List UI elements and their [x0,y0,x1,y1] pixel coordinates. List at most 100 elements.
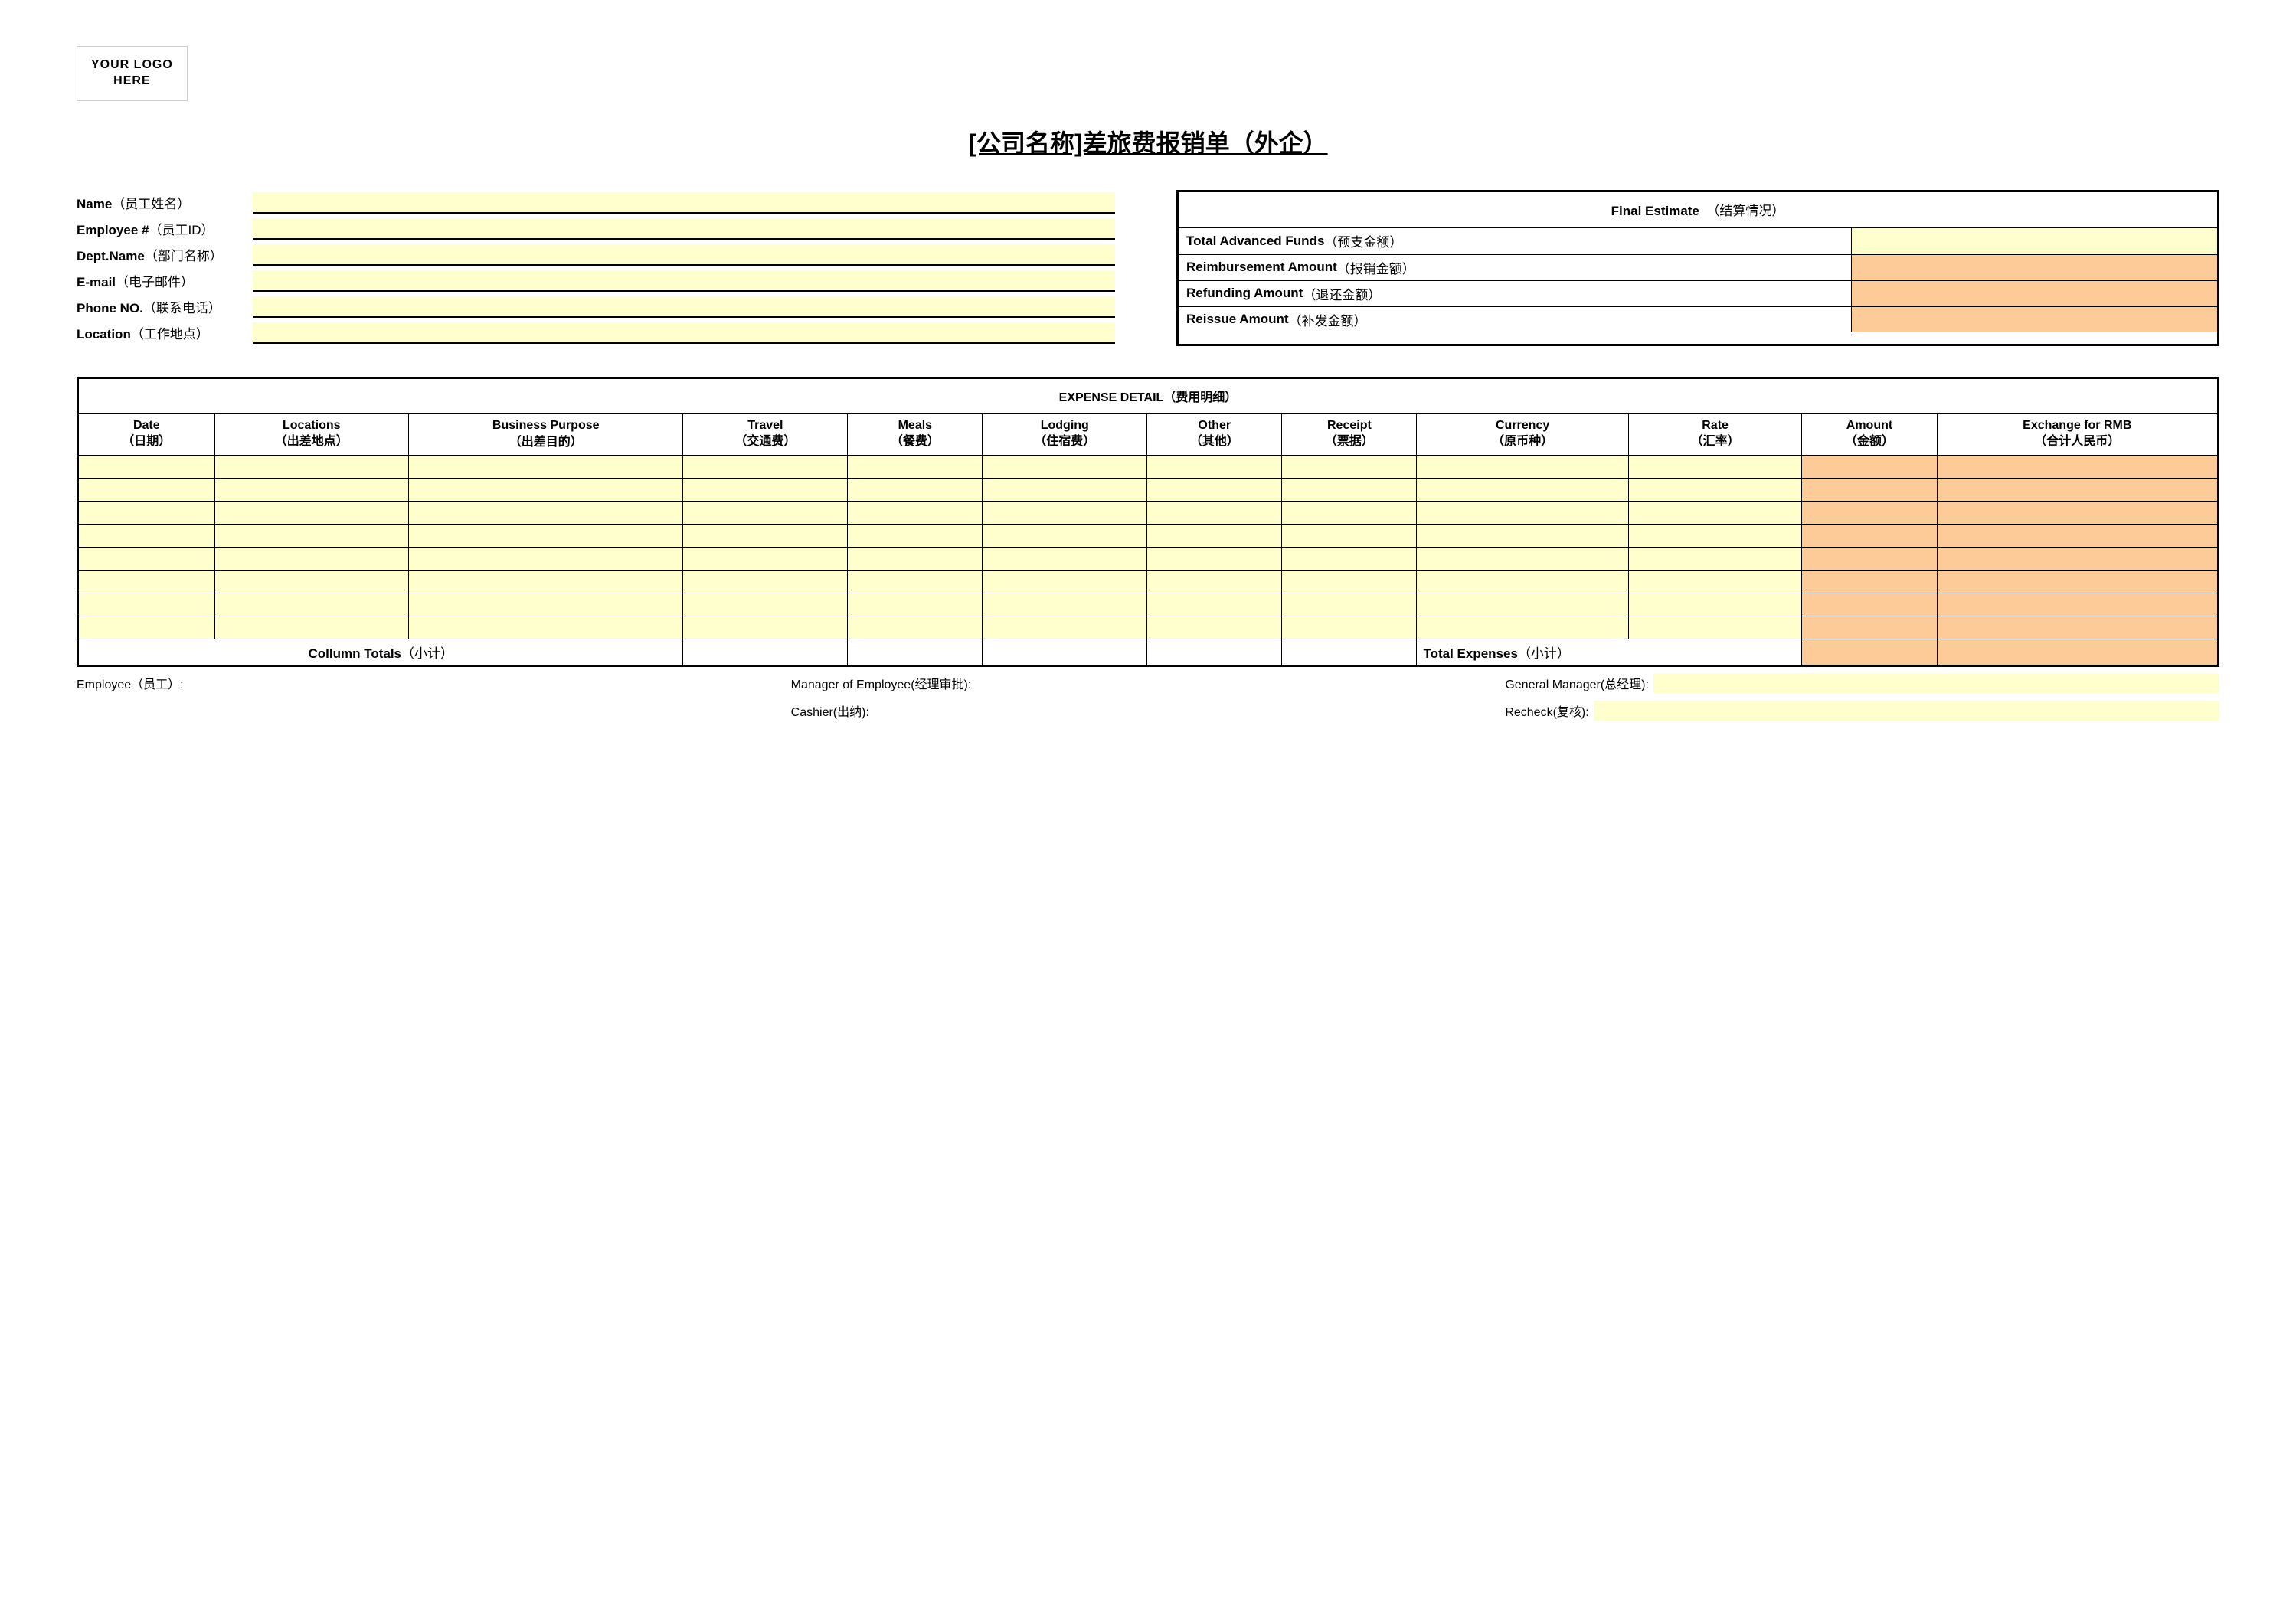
table-cell[interactable] [1147,593,1282,616]
table-cell[interactable] [848,525,983,548]
table-cell[interactable] [214,456,408,479]
table-cell[interactable] [214,479,408,502]
table-cell[interactable] [1628,593,1802,616]
table-cell[interactable] [1802,593,1937,616]
table-cell[interactable] [78,593,215,616]
table-cell[interactable] [683,502,848,525]
table-cell[interactable] [78,548,215,571]
table-cell[interactable] [408,548,683,571]
table-cell[interactable] [78,571,215,593]
table-cell[interactable] [1147,479,1282,502]
table-cell[interactable] [214,525,408,548]
emp-email-field[interactable] [253,270,1115,292]
emp-id-field[interactable] [253,218,1115,240]
table-cell[interactable] [1282,502,1417,525]
table-cell[interactable] [1147,525,1282,548]
table-cell[interactable] [214,548,408,571]
final-estimate-value[interactable] [1852,281,2217,306]
final-estimate-value[interactable] [1852,307,2217,332]
table-cell[interactable] [1282,479,1417,502]
table-cell[interactable] [848,456,983,479]
table-cell[interactable] [1628,479,1802,502]
table-cell[interactable] [848,548,983,571]
table-cell[interactable] [1282,548,1417,571]
table-cell[interactable] [1417,593,1628,616]
table-cell[interactable] [408,616,683,639]
table-cell[interactable] [1937,456,2218,479]
table-cell[interactable] [1417,571,1628,593]
table-cell[interactable] [983,571,1147,593]
emp-location-field[interactable] [253,322,1115,344]
table-cell[interactable] [1147,456,1282,479]
table-cell[interactable] [983,456,1147,479]
table-cell[interactable] [1802,479,1937,502]
table-cell[interactable] [78,525,215,548]
table-cell[interactable] [1282,525,1417,548]
table-cell[interactable] [1628,456,1802,479]
table-cell[interactable] [1937,616,2218,639]
table-cell[interactable] [408,571,683,593]
table-cell[interactable] [683,593,848,616]
table-cell[interactable] [214,502,408,525]
table-cell[interactable] [1417,456,1628,479]
table-cell[interactable] [408,456,683,479]
table-cell[interactable] [848,571,983,593]
table-cell[interactable] [408,502,683,525]
table-cell[interactable] [408,593,683,616]
table-cell[interactable] [1282,616,1417,639]
table-cell[interactable] [1282,456,1417,479]
table-cell[interactable] [983,548,1147,571]
table-cell[interactable] [1628,502,1802,525]
table-cell[interactable] [78,502,215,525]
table-cell[interactable] [78,479,215,502]
table-cell[interactable] [1628,525,1802,548]
table-cell[interactable] [983,502,1147,525]
emp-phone-field[interactable] [253,296,1115,318]
table-cell[interactable] [683,479,848,502]
table-cell[interactable] [1937,571,2218,593]
table-cell[interactable] [1802,616,1937,639]
table-cell[interactable] [1147,616,1282,639]
table-cell[interactable] [1937,593,2218,616]
emp-name-field[interactable] [253,192,1115,214]
table-cell[interactable] [683,616,848,639]
table-cell[interactable] [1147,548,1282,571]
table-cell[interactable] [1802,502,1937,525]
table-cell[interactable] [1937,548,2218,571]
table-cell[interactable] [1417,479,1628,502]
table-cell[interactable] [983,616,1147,639]
table-cell[interactable] [1628,571,1802,593]
table-cell[interactable] [1802,548,1937,571]
table-cell[interactable] [1628,548,1802,571]
table-cell[interactable] [1417,616,1628,639]
table-cell[interactable] [78,616,215,639]
table-cell[interactable] [1147,502,1282,525]
table-cell[interactable] [983,479,1147,502]
table-cell[interactable] [848,616,983,639]
table-cell[interactable] [848,479,983,502]
table-cell[interactable] [214,571,408,593]
table-cell[interactable] [848,502,983,525]
table-cell[interactable] [983,525,1147,548]
table-cell[interactable] [1937,502,2218,525]
table-cell[interactable] [848,593,983,616]
table-cell[interactable] [983,593,1147,616]
table-cell[interactable] [683,571,848,593]
table-cell[interactable] [1937,479,2218,502]
table-cell[interactable] [78,456,215,479]
table-cell[interactable] [1417,502,1628,525]
table-cell[interactable] [214,616,408,639]
table-cell[interactable] [408,479,683,502]
table-cell[interactable] [214,593,408,616]
table-cell[interactable] [1417,525,1628,548]
table-cell[interactable] [1417,548,1628,571]
table-cell[interactable] [1282,593,1417,616]
table-cell[interactable] [1937,525,2218,548]
table-cell[interactable] [683,456,848,479]
table-cell[interactable] [1147,571,1282,593]
table-cell[interactable] [683,548,848,571]
final-estimate-value[interactable] [1852,228,2217,254]
table-cell[interactable] [1802,456,1937,479]
table-cell[interactable] [683,525,848,548]
table-cell[interactable] [1628,616,1802,639]
